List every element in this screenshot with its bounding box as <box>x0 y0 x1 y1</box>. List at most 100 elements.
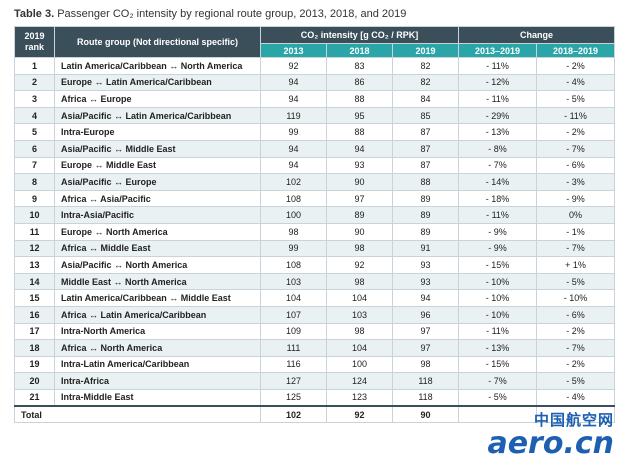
cell-2013: 125 <box>260 388 327 407</box>
cell-change-2013-2019: - 9% <box>458 239 538 258</box>
cell-2013: 109 <box>260 322 327 341</box>
cell-2013: 102 <box>260 173 327 191</box>
cell-change-2018-2019: - 6% <box>536 305 616 324</box>
cell-2018: 92 <box>326 256 393 274</box>
header-change-2018-2019: 2018–2019 <box>536 43 616 58</box>
total-change-2013-2019 <box>458 404 538 424</box>
table-row: 10 Intra-Asia/Pacific 100 89 89- 11% 0% <box>14 206 616 224</box>
cell-rank: 8 <box>14 173 55 191</box>
cell-2018: 98 <box>326 322 393 341</box>
cell-rank: 20 <box>14 372 55 390</box>
cell-route-group: Intra-Middle East <box>54 388 261 407</box>
cell-change-2018-2019: - 5% <box>536 272 616 291</box>
cell-2013: 108 <box>260 256 327 274</box>
cell-change-2013-2019: - 15% <box>458 256 538 274</box>
cell-2013: 116 <box>260 355 327 374</box>
cell-change-2013-2019: - 10% <box>458 305 538 324</box>
cell-route-group: Latin America/Caribbean ↔ North America <box>54 57 261 75</box>
table-caption: Table 3. Passenger CO₂ intensity by regi… <box>14 8 406 20</box>
table-row: 16 Africa ↔ Latin America/Caribbean 107 103… <box>14 305 616 324</box>
table-row: 12 Africa ↔ Middle East 99 98 91- 9% - 7% <box>14 239 616 258</box>
cell-rank: 10 <box>14 206 55 224</box>
cell-2013: 92 <box>260 57 327 75</box>
cell-2019: 91 <box>391 239 460 258</box>
cell-2019: 89 <box>391 189 460 208</box>
cell-change-2013-2019: - 18% <box>458 189 538 208</box>
table-row: 14 Middle East ↔ North America 103 98 93- 10… <box>14 272 616 291</box>
cell-2013: 100 <box>260 206 327 224</box>
cell-2013: 104 <box>260 289 327 307</box>
cell-change-2018-2019: - 7% <box>536 339 616 357</box>
table-row: 21 Intra-Middle East 125 123 118- 5% - 4% <box>14 388 616 407</box>
cell-2019: 93 <box>391 272 460 291</box>
cell-2018: 98 <box>326 272 393 291</box>
table-row: 6 Asia/Pacific ↔ Middle East 94 94 87- 8% - 7… <box>14 139 616 158</box>
cell-route-group: Africa ↔ Asia/Pacific <box>54 189 261 208</box>
cell-rank: 9 <box>14 189 55 208</box>
cell-2019: 89 <box>391 222 460 241</box>
cell-route-group: Africa ↔ Middle East <box>54 239 261 258</box>
cell-2019: 96 <box>391 305 460 324</box>
cell-rank: 4 <box>14 106 55 125</box>
cell-2018: 98 <box>326 239 393 258</box>
cell-change-2018-2019: - 9% <box>536 189 616 208</box>
cell-rank: 17 <box>14 322 55 341</box>
table-row: 8 Asia/Pacific ↔ Europe 102 90 88- 14% - 3% <box>14 173 616 191</box>
cell-2019: 118 <box>391 372 460 390</box>
cell-2019: 82 <box>391 57 460 75</box>
watermark-chinese-text: 中国航空网 <box>533 411 614 429</box>
cell-rank: 16 <box>14 305 55 324</box>
cell-2013: 111 <box>260 339 327 357</box>
cell-2013: 94 <box>260 73 327 92</box>
cell-change-2018-2019: - 7% <box>536 239 616 258</box>
watermark-logo-text: aero.cn <box>487 426 614 461</box>
table-row: 1 Latin America/Caribbean ↔ North America… <box>14 57 616 75</box>
header-change-2013-2019: 2013–2019 <box>458 43 538 58</box>
caption-label: Table 3. <box>14 8 55 20</box>
total-2019: 90 <box>391 404 460 424</box>
cell-change-2018-2019: - 2% <box>536 322 616 341</box>
cell-rank: 6 <box>14 139 55 158</box>
cell-2019: 88 <box>391 173 460 191</box>
cell-2019: 87 <box>391 123 460 141</box>
cell-2018: 83 <box>326 57 393 75</box>
cell-route-group: Middle East ↔ North America <box>54 272 261 291</box>
cell-2013: 119 <box>260 106 327 125</box>
co2-intensity-table: 2019 rank Route group (Not directional s… <box>14 26 616 424</box>
cell-2019: 94 <box>391 289 460 307</box>
cell-change-2013-2019: - 5% <box>458 388 538 407</box>
cell-route-group: Asia/Pacific ↔ North America <box>54 256 261 274</box>
cell-change-2013-2019: - 10% <box>458 272 538 291</box>
table-row: 15 Latin America/Caribbean ↔ Middle East 1… <box>14 289 616 307</box>
cell-2013: 94 <box>260 139 327 158</box>
cell-2018: 95 <box>326 106 393 125</box>
table-body: 1 Latin America/Caribbean ↔ North America… <box>14 57 616 424</box>
cell-rank: 5 <box>14 123 55 141</box>
cell-change-2018-2019: - 5% <box>536 372 616 390</box>
cell-change-2018-2019: - 6% <box>536 156 616 175</box>
cell-2019: 85 <box>391 106 460 125</box>
cell-rank: 18 <box>14 339 55 357</box>
cell-change-2018-2019: + 1% <box>536 256 616 274</box>
cell-rank: 2 <box>14 73 55 92</box>
cell-change-2013-2019: - 11% <box>458 57 538 75</box>
cell-route-group: Asia/Pacific ↔ Europe <box>54 173 261 191</box>
cell-change-2013-2019: - 13% <box>458 339 538 357</box>
cell-change-2013-2019: - 8% <box>458 139 538 158</box>
cell-change-2018-2019: - 3% <box>536 173 616 191</box>
cell-rank: 15 <box>14 289 55 307</box>
cell-2013: 107 <box>260 305 327 324</box>
table-row: 18 Africa ↔ North America 111 104 97- 13% - 7… <box>14 339 616 357</box>
total-label: Total <box>14 404 261 424</box>
cell-2019: 84 <box>391 90 460 108</box>
cell-2018: 123 <box>326 388 393 407</box>
table-row: 3 Africa ↔ Europe 94 88 84- 11% - 5% <box>14 90 616 108</box>
cell-2013: 127 <box>260 372 327 390</box>
cell-change-2018-2019: - 5% <box>536 90 616 108</box>
cell-2019: 98 <box>391 355 460 374</box>
cell-route-group: Europe ↔ North America <box>54 222 261 241</box>
cell-2018: 90 <box>326 173 393 191</box>
cell-2019: 93 <box>391 256 460 274</box>
cell-2018: 97 <box>326 189 393 208</box>
cell-rank: 14 <box>14 272 55 291</box>
